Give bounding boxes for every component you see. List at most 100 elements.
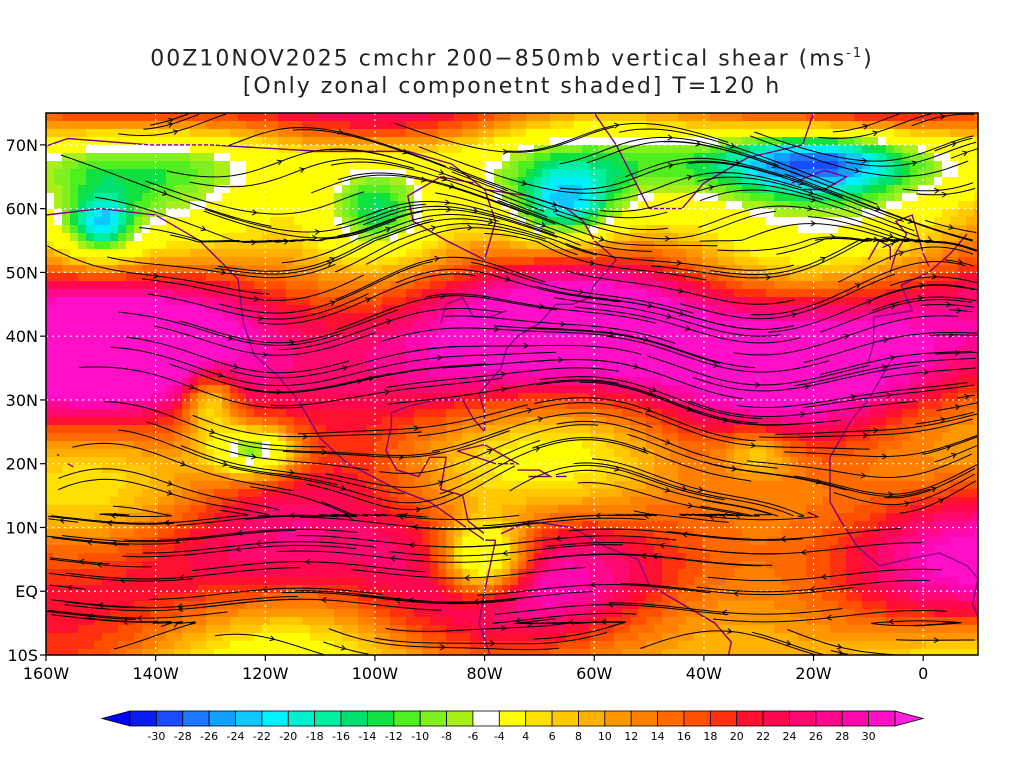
- shading-cell: [462, 377, 471, 386]
- shading-cell: [94, 225, 103, 234]
- shading-cell: [710, 201, 719, 210]
- shading-cell: [694, 345, 703, 354]
- shading-cell: [622, 137, 631, 146]
- shading-cell: [710, 385, 719, 394]
- shading-cell: [46, 241, 55, 250]
- shading-cell: [254, 385, 263, 394]
- shading-cell: [958, 401, 967, 410]
- shading-cell: [126, 337, 135, 346]
- shading-cell: [86, 265, 95, 274]
- shading-cell: [910, 225, 919, 234]
- shading-cell: [678, 161, 687, 170]
- shading-cell: [78, 401, 87, 410]
- shading-cell: [502, 241, 511, 250]
- shading-cell: [918, 353, 927, 362]
- shading-cell: [742, 369, 751, 378]
- shading-cell: [942, 137, 951, 146]
- shading-cell: [686, 153, 695, 162]
- shading-cell: [654, 433, 663, 442]
- shading-cell: [70, 249, 79, 258]
- shading-cell: [502, 169, 511, 178]
- shading-cell: [590, 449, 599, 458]
- shading-cell: [150, 121, 159, 130]
- shading-cell: [902, 217, 911, 226]
- shading-cell: [102, 329, 111, 338]
- shading-cell: [206, 121, 215, 130]
- shading-cell: [230, 113, 239, 122]
- shading-cell: [950, 193, 959, 202]
- shading-cell: [278, 353, 287, 362]
- shading-cell: [126, 449, 135, 458]
- shading-cell: [870, 345, 879, 354]
- shading-cell: [550, 369, 559, 378]
- shading-cell: [662, 337, 671, 346]
- shading-cell: [390, 409, 399, 418]
- shading-cell: [342, 313, 351, 322]
- shading-cell: [750, 241, 759, 250]
- shading-cell: [422, 385, 431, 394]
- shading-cell: [174, 161, 183, 170]
- shading-cell: [798, 129, 807, 138]
- shading-cell: [742, 329, 751, 338]
- shading-cell: [286, 233, 295, 242]
- shading-cell: [246, 145, 255, 154]
- shading-cell: [422, 241, 431, 250]
- shading-cell: [382, 265, 391, 274]
- shading-cell: [334, 401, 343, 410]
- shading-cell: [78, 225, 87, 234]
- shading-cell: [502, 289, 511, 298]
- shading-cell: [270, 393, 279, 402]
- shading-cell: [430, 241, 439, 250]
- shading-cell: [734, 177, 743, 186]
- shading-cell: [638, 433, 647, 442]
- shading-cell: [454, 313, 463, 322]
- shading-cell: [422, 313, 431, 322]
- shading-cell: [646, 193, 655, 202]
- shading-cell: [118, 345, 127, 354]
- shading-cell: [214, 281, 223, 290]
- shading-cell: [270, 281, 279, 290]
- shading-cell: [62, 193, 71, 202]
- shading-cell: [566, 169, 575, 178]
- shading-cell: [454, 129, 463, 138]
- shading-cell: [406, 121, 415, 130]
- shading-cell: [438, 425, 447, 434]
- shading-cell: [534, 289, 543, 298]
- shading-cell: [158, 169, 167, 178]
- shading-cell: [166, 113, 175, 122]
- shading-cell: [326, 113, 335, 122]
- shading-cell: [598, 193, 607, 202]
- shading-cell: [62, 249, 71, 258]
- shading-cell: [822, 241, 831, 250]
- shading-cell: [422, 265, 431, 274]
- shading-cell: [854, 233, 863, 242]
- shading-cell: [374, 201, 383, 210]
- shading-cell: [262, 417, 271, 426]
- shading-cell: [782, 169, 791, 178]
- shading-cell: [646, 305, 655, 314]
- shading-cell: [966, 161, 975, 170]
- shading-cell: [774, 417, 783, 426]
- shading-cell: [286, 433, 295, 442]
- shading-cell: [494, 329, 503, 338]
- shading-cell: [326, 161, 335, 170]
- shading-cell: [750, 249, 759, 258]
- shading-cell: [238, 129, 247, 138]
- shading-cell: [174, 441, 183, 450]
- shading-cell: [102, 369, 111, 378]
- shading-cell: [374, 353, 383, 362]
- shading-cell: [318, 209, 327, 218]
- shading-cell: [198, 329, 207, 338]
- shading-cell: [46, 265, 55, 274]
- shading-cell: [550, 441, 559, 450]
- shading-cell: [934, 417, 943, 426]
- shading-cell: [70, 289, 79, 298]
- shading-cell: [334, 353, 343, 362]
- shading-cell: [486, 153, 495, 162]
- shading-cell: [70, 281, 79, 290]
- shading-cell: [854, 169, 863, 178]
- shading-cell: [798, 361, 807, 370]
- shading-cell: [678, 129, 687, 138]
- shading-cell: [790, 313, 799, 322]
- shading-cell: [294, 417, 303, 426]
